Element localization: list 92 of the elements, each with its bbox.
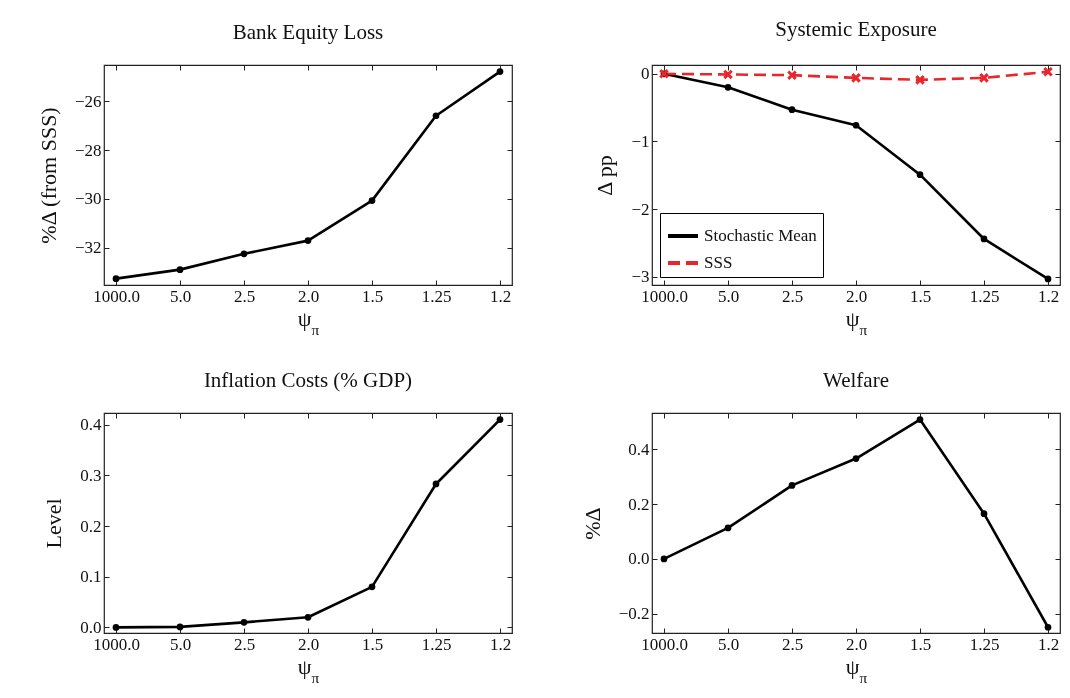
y-tick-label: −30 xyxy=(74,189,102,209)
point xyxy=(916,416,924,423)
point xyxy=(722,69,734,80)
y-tick-label: −32 xyxy=(74,238,102,258)
y-axis-title: %Δ (from SSS) xyxy=(35,107,61,244)
y-tick-label: 0.3 xyxy=(80,465,102,485)
point xyxy=(112,624,120,631)
point xyxy=(240,619,248,626)
point xyxy=(368,197,376,204)
y-tick-label: 0 xyxy=(641,64,650,84)
x-tick-label: 1.25 xyxy=(969,634,1000,654)
x-tick-label: 2.5 xyxy=(233,286,256,306)
point xyxy=(660,555,668,563)
x-tick-label: 1000.0 xyxy=(93,634,140,654)
x-tick-label: 1.25 xyxy=(421,286,452,306)
x-tick-label: 2.5 xyxy=(781,634,804,654)
x-tick-label: 1.5 xyxy=(909,286,932,306)
y-axis-title: Level xyxy=(41,498,67,549)
chart-title: Bank Equity Loss xyxy=(232,19,384,44)
point xyxy=(1044,275,1052,283)
point xyxy=(980,235,988,243)
x-tick-label: 1.2 xyxy=(489,286,512,306)
x-tick-label: 1.25 xyxy=(421,634,452,654)
x-tick-label: 5.0 xyxy=(169,286,192,306)
x-tick-label: 2.0 xyxy=(297,286,320,306)
y-tick-label: 0.0 xyxy=(628,549,650,569)
x-tick-label: 1.2 xyxy=(1037,634,1060,654)
point xyxy=(788,106,796,114)
point xyxy=(914,74,926,86)
y-tick-label: −2 xyxy=(631,199,650,219)
point xyxy=(724,524,732,532)
chart-title: Welfare xyxy=(823,367,889,392)
x-tick-label: 2.0 xyxy=(845,634,868,654)
point xyxy=(724,83,732,91)
legend-label: SSS xyxy=(704,253,733,272)
point xyxy=(980,510,988,518)
point xyxy=(850,72,862,84)
point xyxy=(240,250,248,258)
x-axis-title: ψ$_{π}$ xyxy=(845,305,868,337)
y-tick-label: 0.4 xyxy=(80,415,102,435)
y-tick-label: −26 xyxy=(74,91,102,111)
x-tick-label: 2.5 xyxy=(781,286,804,306)
point xyxy=(788,482,796,489)
point xyxy=(786,69,798,81)
point xyxy=(978,72,990,84)
point xyxy=(304,613,312,621)
y-axis-title: Δ pp xyxy=(592,155,618,196)
y-tick-label: 0.4 xyxy=(628,439,650,459)
x-tick-label: 5.0 xyxy=(169,634,192,654)
chart-title: Inflation Costs (% GDP) xyxy=(203,367,413,392)
x-axis-title: ψ$_{π}$ xyxy=(845,653,868,685)
y-axis-title: %Δ xyxy=(579,507,605,540)
x-tick-label: 2.5 xyxy=(233,634,256,654)
point xyxy=(112,275,120,283)
point xyxy=(368,583,376,591)
point xyxy=(852,121,860,129)
point xyxy=(176,623,184,631)
point xyxy=(1042,66,1054,77)
point xyxy=(432,112,440,120)
y-tick-label: −3 xyxy=(631,267,650,287)
x-axis-title: ψ$_{π}$ xyxy=(297,653,320,685)
point xyxy=(496,416,504,423)
point xyxy=(176,266,184,273)
x-axis-title: ψ$_{π}$ xyxy=(297,305,320,337)
y-tick-label: 0.2 xyxy=(80,516,102,536)
x-tick-label: 1.5 xyxy=(361,634,384,654)
x-tick-label: 1000.0 xyxy=(641,286,688,306)
y-tick-label: 0.2 xyxy=(628,494,650,514)
point xyxy=(432,480,440,488)
x-tick-label: 1000.0 xyxy=(93,286,140,306)
x-tick-label: 1.2 xyxy=(489,634,512,654)
x-tick-label: 1000.0 xyxy=(641,634,688,654)
point xyxy=(304,237,312,244)
x-tick-label: 5.0 xyxy=(717,634,740,654)
x-tick-label: 1.5 xyxy=(361,286,384,306)
y-tick-label: 0.1 xyxy=(80,567,102,587)
x-tick-label: 1.5 xyxy=(909,634,932,654)
x-tick-label: 2.0 xyxy=(845,286,868,306)
legend-label: Stochastic Mean xyxy=(704,226,818,245)
chart-title: Systemic Exposure xyxy=(775,17,937,42)
point xyxy=(496,68,504,75)
x-tick-label: 1.25 xyxy=(969,286,1000,306)
x-tick-label: 5.0 xyxy=(717,286,740,306)
y-tick-label: −28 xyxy=(74,140,102,160)
x-tick-label: 2.0 xyxy=(297,634,320,654)
y-tick-label: −0.2 xyxy=(618,604,650,624)
point xyxy=(852,455,860,462)
point xyxy=(916,171,924,179)
x-tick-label: 1.2 xyxy=(1037,286,1060,306)
y-tick-label: 0.0 xyxy=(80,617,102,637)
y-tick-label: −1 xyxy=(631,131,650,151)
point xyxy=(1044,623,1052,631)
